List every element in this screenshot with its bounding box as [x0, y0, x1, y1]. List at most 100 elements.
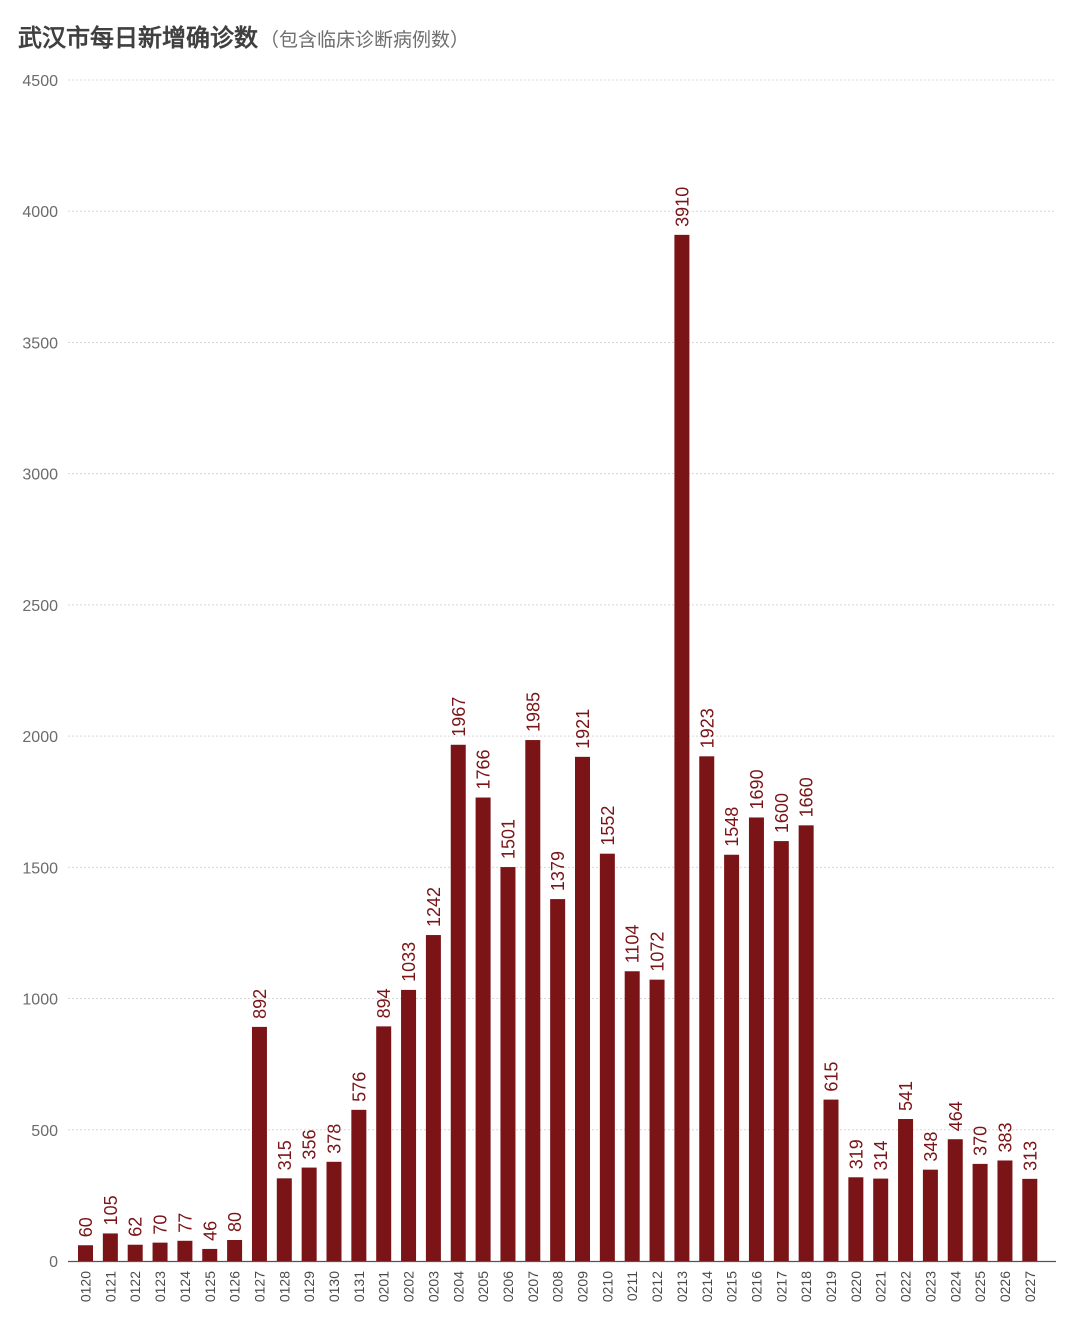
bar [550, 899, 566, 1261]
bar-value-label: 1552 [598, 806, 618, 846]
bar-value-label: 60 [76, 1217, 96, 1237]
bar [425, 935, 441, 1261]
x-tick-label: 0210 [599, 1271, 615, 1302]
bar [898, 1119, 914, 1261]
bar-value-label: 1660 [797, 777, 817, 817]
bar [525, 740, 541, 1261]
x-tick-label: 0213 [674, 1271, 690, 1302]
x-tick-label: 0122 [127, 1271, 143, 1302]
bar [773, 841, 789, 1261]
x-tick-label: 0121 [102, 1271, 118, 1302]
x-tick-label: 0207 [525, 1271, 541, 1302]
bar-value-label: 1548 [722, 807, 742, 847]
bar-value-label: 1766 [474, 749, 494, 789]
bar [972, 1163, 988, 1261]
x-tick-label: 0212 [649, 1271, 665, 1302]
bar-value-label: 1923 [697, 708, 717, 748]
bar-value-label: 80 [225, 1212, 245, 1232]
x-tick-label: 0123 [152, 1271, 168, 1302]
bar [127, 1244, 143, 1261]
x-tick-label: 0203 [425, 1271, 441, 1302]
bar [674, 234, 690, 1261]
x-tick-label: 0131 [351, 1271, 367, 1302]
bar-value-label: 1379 [548, 851, 568, 891]
y-tick-label: 4500 [22, 73, 58, 90]
x-tick-label: 0130 [326, 1271, 342, 1302]
chart-subtitle: （包含临床诊断病例数） [260, 29, 470, 51]
bar-value-label: 1072 [648, 932, 668, 972]
x-tick-label: 0227 [1022, 1271, 1038, 1302]
bar-value-label: 46 [200, 1221, 220, 1241]
bar [748, 817, 764, 1261]
bar-value-label: 314 [871, 1141, 891, 1171]
x-tick-label: 0219 [823, 1271, 839, 1302]
y-tick-label: 1000 [22, 992, 58, 1009]
bar [202, 1248, 218, 1261]
bar [798, 825, 814, 1261]
chart-title: 武汉市每日新增确诊数 [18, 24, 258, 52]
bar-value-label: 315 [275, 1140, 295, 1170]
bar-value-label: 1690 [747, 769, 767, 809]
bar [575, 756, 590, 1261]
bar [1022, 1178, 1038, 1261]
x-tick-label: 0221 [873, 1271, 889, 1302]
bar [649, 979, 665, 1261]
bar [624, 971, 640, 1261]
x-tick-label: 0202 [401, 1271, 417, 1302]
bar-value-label: 319 [846, 1139, 866, 1169]
x-tick-label: 0217 [773, 1271, 789, 1302]
bar [450, 744, 466, 1261]
bar [947, 1139, 963, 1261]
x-tick-label: 0125 [202, 1271, 218, 1302]
x-tick-label: 0215 [724, 1271, 740, 1302]
chart-title-row: 武汉市每日新增确诊数 （包含临床诊断病例数） [18, 18, 469, 54]
x-tick-label: 0208 [550, 1271, 566, 1302]
bar [251, 1026, 267, 1261]
bar-value-label: 1033 [399, 942, 419, 982]
bar-value-label: 70 [151, 1215, 171, 1235]
bar [873, 1178, 889, 1261]
bar [102, 1233, 118, 1261]
bar-value-label: 464 [946, 1101, 966, 1131]
bar-value-label: 3910 [672, 187, 692, 227]
y-tick-label: 2500 [22, 598, 58, 615]
x-tick-label: 0226 [997, 1271, 1013, 1302]
x-tick-label: 0218 [798, 1271, 814, 1302]
bar [599, 853, 615, 1261]
bar [500, 867, 516, 1261]
bar [997, 1160, 1013, 1261]
y-tick-label: 3000 [22, 467, 58, 484]
x-tick-label: 0205 [475, 1271, 491, 1302]
x-tick-label: 0216 [748, 1271, 764, 1302]
bar-value-label: 1985 [523, 692, 543, 732]
x-tick-label: 0222 [898, 1271, 914, 1302]
x-tick-label: 0128 [276, 1271, 292, 1302]
bar [301, 1167, 317, 1261]
x-tick-label: 0206 [500, 1271, 516, 1302]
bar-value-label: 378 [325, 1124, 345, 1154]
bar [376, 1026, 392, 1261]
bar [177, 1240, 193, 1261]
x-tick-label: 0223 [922, 1271, 938, 1302]
bar [276, 1178, 292, 1261]
y-tick-label: 500 [31, 1123, 58, 1140]
bar [351, 1109, 367, 1261]
bar-value-label: 541 [896, 1081, 916, 1111]
x-tick-label: 0127 [251, 1271, 267, 1302]
bar-value-label: 894 [374, 988, 394, 1018]
bar-value-label: 1501 [498, 819, 518, 859]
x-tick-label: 0120 [78, 1271, 94, 1302]
bar [475, 797, 491, 1261]
bar [401, 989, 417, 1261]
y-tick-label: 1500 [22, 860, 58, 877]
x-tick-label: 0204 [450, 1271, 466, 1302]
bar [227, 1240, 243, 1261]
bar-value-label: 356 [300, 1130, 320, 1160]
bar-value-label: 77 [175, 1213, 195, 1233]
bar-value-label: 370 [971, 1126, 991, 1156]
bar [823, 1099, 839, 1261]
x-tick-label: 0214 [699, 1271, 715, 1302]
bar-value-label: 62 [126, 1217, 146, 1237]
y-tick-label: 0 [49, 1254, 58, 1271]
